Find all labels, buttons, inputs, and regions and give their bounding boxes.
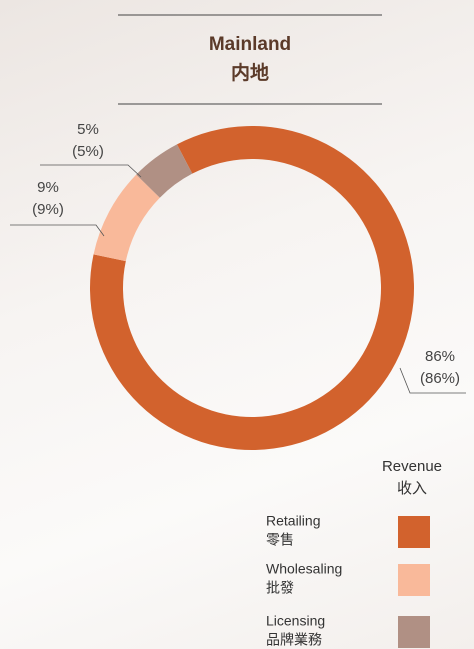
chart-subtitle: 内地: [231, 61, 269, 84]
legend-label: Retailing: [266, 513, 320, 529]
legend-label: 品牌業務: [266, 632, 322, 648]
donut-slice: [93, 174, 160, 262]
data-label: 5%: [77, 121, 99, 138]
legend-title: Revenue: [382, 458, 442, 475]
data-label: (86%): [420, 370, 460, 387]
leader-line: [10, 224, 105, 237]
data-label: (9%): [32, 201, 64, 218]
data-label: 9%: [37, 179, 59, 196]
legend-swatch: [398, 564, 430, 596]
leader-line: [40, 164, 142, 178]
legend-swatch: [398, 616, 430, 648]
data-label: (5%): [72, 143, 104, 160]
legend-label: 批發: [266, 580, 294, 596]
leader-line: [399, 367, 466, 394]
legend-swatch: [398, 516, 430, 548]
legend-label: Wholesaling: [266, 561, 342, 577]
legend-label: 零售: [266, 532, 294, 548]
donut-slice: [136, 144, 193, 198]
legend-label: Licensing: [266, 613, 325, 629]
legend-subtitle: 收入: [397, 480, 427, 497]
chart-title: Mainland: [209, 34, 291, 55]
data-label: 86%: [425, 348, 455, 365]
